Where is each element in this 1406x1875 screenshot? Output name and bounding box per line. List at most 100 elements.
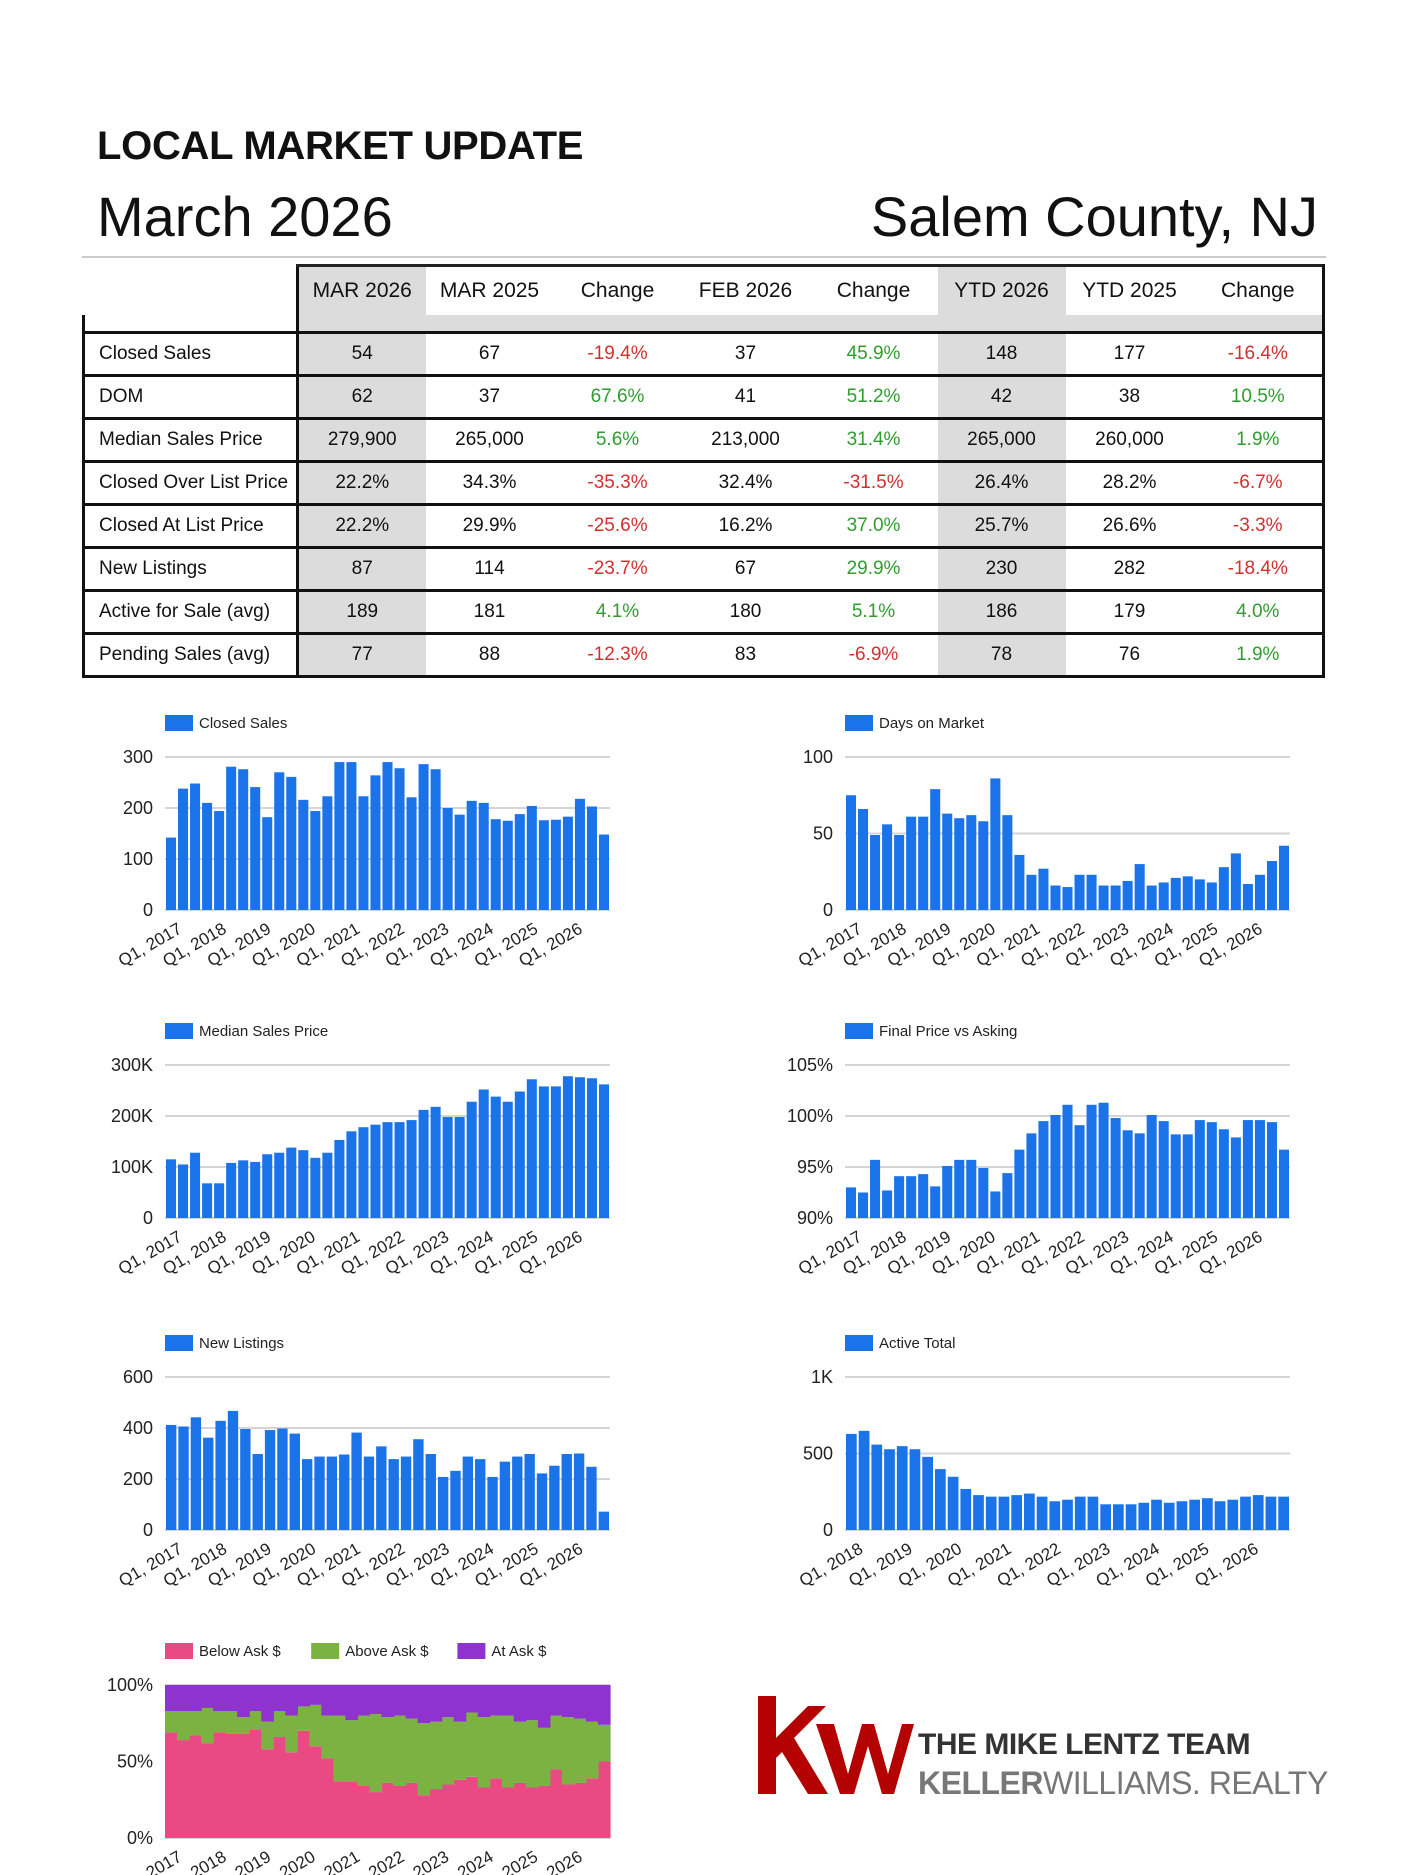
bar xyxy=(1087,1496,1099,1530)
y-tick-label: 100 xyxy=(803,747,833,767)
area-segment xyxy=(213,1732,226,1838)
area-segment xyxy=(285,1752,298,1838)
bar xyxy=(1214,1501,1226,1530)
table-cell: 67 xyxy=(681,546,810,592)
bar xyxy=(289,1433,300,1530)
area-segment xyxy=(201,1743,214,1838)
table-cell: 38 xyxy=(1065,374,1194,420)
area-segment xyxy=(237,1733,250,1838)
bar xyxy=(1278,1149,1289,1218)
table-header-row: MAR 2026 MAR 2025 Change FEB 2026 Change… xyxy=(84,264,1325,315)
y-tick-label: 300 xyxy=(123,747,153,767)
bar xyxy=(166,837,177,910)
table-cell: 16.2% xyxy=(681,503,810,549)
area-segment xyxy=(501,1715,515,1788)
bar xyxy=(918,816,929,910)
bar xyxy=(562,1076,573,1218)
bar xyxy=(274,772,285,910)
bar xyxy=(442,808,453,910)
bar xyxy=(478,1089,489,1218)
table-cell: -3.3% xyxy=(1193,503,1325,549)
area-segment xyxy=(165,1711,178,1733)
legend-label: Above Ask $ xyxy=(345,1643,429,1660)
header-divider xyxy=(82,256,1326,258)
area-segment xyxy=(489,1685,503,1716)
bar xyxy=(502,1101,513,1218)
y-tick-label: 95% xyxy=(797,1157,833,1177)
bar xyxy=(586,1466,597,1530)
legend-swatch xyxy=(165,1023,193,1039)
bar xyxy=(1158,1121,1169,1218)
legend-swatch xyxy=(845,715,873,731)
bar xyxy=(376,1446,387,1530)
table-row: Active for Sale (avg) 189 181 4.1% 180 5.1% 18… xyxy=(82,589,1325,635)
bar xyxy=(394,1122,405,1218)
area-segment xyxy=(393,1785,407,1838)
area-segment xyxy=(309,1685,322,1705)
bar xyxy=(514,814,525,910)
bar xyxy=(858,1192,869,1218)
bar xyxy=(227,1410,239,1530)
col-header: Change xyxy=(553,264,682,315)
row-label: Closed Over List Price xyxy=(82,460,299,506)
bar xyxy=(574,798,585,910)
col-header: MAR 2026 xyxy=(296,264,426,315)
table-cell: 5.6% xyxy=(553,417,682,463)
table-cell: 1.9% xyxy=(1193,632,1325,678)
area-segment xyxy=(333,1685,347,1716)
bar xyxy=(1002,1173,1013,1218)
area-segment xyxy=(273,1711,286,1738)
table-cell: 10.5% xyxy=(1193,374,1325,420)
table-cell: 213,000 xyxy=(681,417,810,463)
row-label: Active for Sale (avg) xyxy=(82,589,299,635)
bar xyxy=(894,835,905,910)
bar xyxy=(1194,879,1205,910)
y-tick-label: 0 xyxy=(143,900,153,920)
ask-price-distribution-chart: Below Ask $ Above Ask $ At Ask $ 0% 50% 100% Q… xyxy=(107,1643,611,1875)
team-name: THE MIKE LENTZ TEAM xyxy=(918,1728,1251,1761)
bar xyxy=(942,813,953,910)
bar xyxy=(549,1465,560,1530)
bar xyxy=(178,1426,189,1530)
bar xyxy=(406,797,417,910)
bar xyxy=(1038,868,1049,910)
bar xyxy=(1170,877,1181,910)
table-cell: 54 xyxy=(297,331,426,377)
bar xyxy=(1158,882,1169,910)
area-segment xyxy=(297,1685,310,1707)
bar xyxy=(490,1096,501,1218)
y-tick-label: 0 xyxy=(823,1520,833,1540)
bar xyxy=(960,1488,972,1530)
table-cell: 26.6% xyxy=(1065,503,1194,549)
table-cell: 186 xyxy=(937,589,1066,635)
area-segment xyxy=(501,1787,515,1838)
legend-label: Final Price vs Asking xyxy=(879,1023,1017,1040)
table-cell: -19.4% xyxy=(553,331,682,377)
area-segment xyxy=(573,1685,587,1719)
bar xyxy=(413,1439,424,1530)
area-segment xyxy=(537,1785,551,1838)
bar xyxy=(894,1176,905,1218)
area-segment xyxy=(165,1685,178,1712)
area-segment xyxy=(225,1733,238,1838)
bar xyxy=(1122,1130,1133,1218)
area-segment xyxy=(309,1746,322,1838)
area-segment xyxy=(381,1782,395,1838)
row-label: Median Sales Price xyxy=(82,417,299,463)
brokerage-name: KELLERWILLIAMS. REALTY xyxy=(918,1765,1328,1802)
area-segment xyxy=(513,1685,527,1722)
area-segment xyxy=(489,1778,503,1838)
bar xyxy=(1252,1495,1264,1530)
bar xyxy=(388,1459,399,1530)
area-segment xyxy=(381,1685,395,1718)
table-cell: 83 xyxy=(681,632,810,678)
bar xyxy=(512,1456,523,1530)
y-tick-label: 1K xyxy=(811,1367,833,1387)
area-segment xyxy=(249,1685,262,1712)
y-tick-label: 200K xyxy=(111,1106,153,1126)
bar xyxy=(1074,1125,1085,1218)
bar xyxy=(526,1079,537,1218)
bar xyxy=(966,815,977,910)
y-tick-label: 100 xyxy=(123,849,153,869)
